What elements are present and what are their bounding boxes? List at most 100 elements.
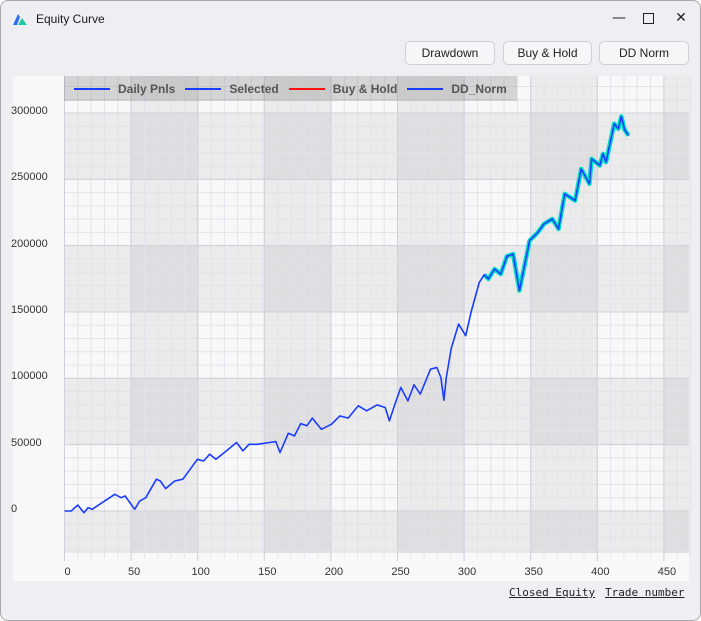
y-tick-label: 150000 bbox=[11, 304, 48, 316]
legend-line-icon bbox=[407, 87, 444, 90]
grid-band bbox=[330, 179, 398, 246]
grid-band bbox=[397, 113, 465, 180]
grid-band bbox=[464, 179, 531, 246]
y-tick-label: 300000 bbox=[11, 105, 48, 117]
x-tick-label: 100 bbox=[191, 566, 210, 578]
grid-band bbox=[264, 312, 331, 379]
drawdown-button[interactable]: Drawdown bbox=[405, 41, 495, 65]
grid-band bbox=[530, 179, 598, 246]
y-tick-label: 50000 bbox=[11, 436, 42, 449]
grid-band bbox=[397, 444, 465, 511]
grid-band bbox=[530, 378, 598, 445]
title-bar: Equity Curve — ✕ bbox=[1, 1, 700, 37]
grid-band bbox=[131, 113, 198, 180]
x-tick-label: 400 bbox=[591, 566, 610, 578]
grid-band bbox=[131, 511, 198, 553]
grid-band bbox=[530, 113, 598, 180]
grid-band bbox=[464, 444, 531, 511]
grid-band bbox=[64, 444, 132, 511]
y-tick-label: 0 bbox=[11, 503, 18, 515]
grid-band bbox=[330, 312, 398, 379]
grid-band bbox=[530, 444, 598, 511]
grid-band bbox=[530, 76, 598, 113]
x-tick-label: 350 bbox=[524, 566, 543, 578]
legend-item-daily-pnls[interactable]: Daily Pnls bbox=[74, 82, 175, 96]
grid-band bbox=[464, 76, 531, 113]
grid-band bbox=[264, 113, 331, 180]
maximize-icon bbox=[642, 12, 654, 24]
window-title: Equity Curve bbox=[36, 12, 105, 26]
grid-band bbox=[64, 312, 132, 379]
grid-band bbox=[131, 76, 198, 113]
grid-band bbox=[197, 179, 265, 246]
grid-band bbox=[464, 378, 531, 445]
buy-hold-button[interactable]: Buy & Hold bbox=[503, 41, 592, 65]
grid-band bbox=[264, 179, 331, 246]
x-tick-label: 250 bbox=[391, 566, 410, 578]
grid-band bbox=[330, 245, 398, 312]
legend-line-icon bbox=[185, 87, 222, 90]
grid-band bbox=[64, 378, 132, 445]
grid-band bbox=[464, 312, 531, 379]
legend-item-dd-norm[interactable]: DD_Norm bbox=[407, 82, 507, 96]
grid-band bbox=[397, 245, 465, 312]
grid-band bbox=[597, 378, 664, 445]
grid-band bbox=[197, 76, 265, 113]
legend-item-buy-hold[interactable]: Buy & Hold bbox=[288, 82, 397, 96]
grid-band bbox=[663, 378, 689, 445]
grid-band bbox=[530, 312, 598, 379]
grid-band bbox=[397, 511, 465, 553]
grid-band bbox=[131, 245, 198, 312]
app-logo-icon bbox=[13, 14, 27, 25]
grid-band bbox=[464, 511, 531, 553]
minimize-button[interactable]: — bbox=[605, 5, 633, 31]
legend-label: Selected bbox=[229, 81, 279, 96]
grid-band bbox=[464, 113, 531, 180]
x-tick-label: 50 bbox=[127, 566, 141, 578]
grid-band bbox=[663, 444, 689, 511]
x-tick-label: 200 bbox=[324, 566, 344, 578]
grid-band bbox=[64, 76, 132, 113]
grid-band bbox=[330, 444, 398, 511]
legend-line-icon bbox=[74, 87, 110, 90]
daily-pnls-line bbox=[64, 115, 630, 514]
grid-band bbox=[663, 245, 689, 312]
grid-band bbox=[197, 511, 265, 553]
grid-band bbox=[64, 511, 132, 553]
close-button[interactable]: ✕ bbox=[667, 5, 695, 31]
y-axis-title[interactable]: Closed Equity bbox=[509, 586, 596, 599]
x-tick-label: 0 bbox=[64, 566, 71, 578]
grid-band bbox=[597, 312, 664, 379]
grid-band bbox=[663, 312, 689, 379]
minimize-icon: — bbox=[612, 10, 626, 26]
grid-band bbox=[330, 378, 398, 445]
dd-norm-button[interactable]: DD Norm bbox=[599, 41, 689, 65]
grid-band bbox=[397, 76, 465, 113]
grid-band bbox=[530, 511, 598, 553]
grid-band bbox=[397, 378, 465, 445]
grid-band bbox=[64, 245, 132, 312]
grid-band bbox=[330, 113, 398, 180]
grid-band bbox=[264, 245, 331, 312]
chart-legend: Daily Pnls Selected Buy & Hold DD_Norm bbox=[64, 76, 517, 101]
y-tick-label: 200000 bbox=[11, 237, 48, 250]
grid-band bbox=[197, 245, 265, 312]
x-tick-label: 150 bbox=[258, 566, 277, 578]
x-axis-title[interactable]: Trade number bbox=[605, 586, 685, 599]
grid-band bbox=[197, 312, 265, 379]
grid-band bbox=[597, 444, 664, 511]
grid-band bbox=[264, 378, 331, 445]
maximize-button[interactable] bbox=[634, 5, 662, 31]
grid-band bbox=[663, 113, 689, 180]
grid-band bbox=[264, 76, 331, 113]
grid-band bbox=[131, 179, 198, 246]
x-tick-label: 300 bbox=[457, 566, 477, 578]
grid-band bbox=[597, 245, 664, 312]
grid-band bbox=[264, 511, 331, 553]
grid-band bbox=[264, 444, 331, 511]
grid-band bbox=[131, 312, 198, 379]
legend-item-selected[interactable]: Selected bbox=[185, 81, 279, 96]
grid-band bbox=[197, 113, 265, 180]
